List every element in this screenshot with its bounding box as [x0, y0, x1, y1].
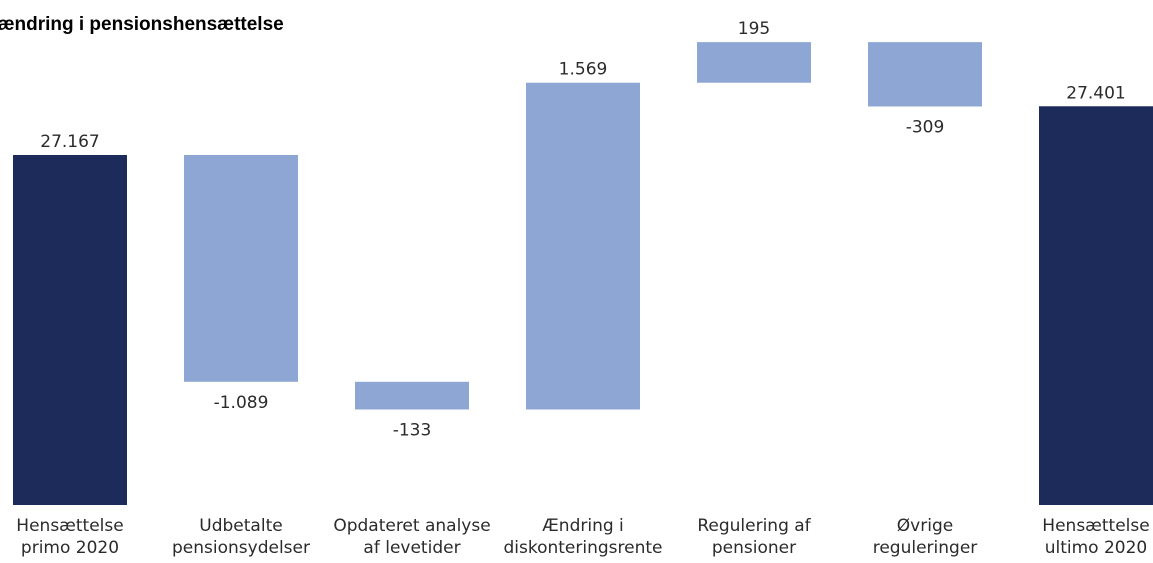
value-label-3: -133	[393, 420, 432, 440]
bar-7	[1039, 106, 1153, 505]
category-label-7-line-1: Hensættelse	[1042, 516, 1149, 536]
value-label-5: 195	[738, 19, 770, 39]
bar-1	[13, 155, 127, 505]
category-label-2-line-2: pensionsydelser	[172, 538, 310, 558]
chart-title: f ændring i pensionshensættelse	[0, 14, 284, 35]
category-label-4-line-2: diskonteringsrente	[503, 538, 662, 558]
category-label-5-line-2: pensioner	[712, 538, 796, 558]
value-label-6: -309	[906, 117, 945, 137]
category-label-1-line-2: primo 2020	[21, 538, 119, 558]
category-label-4-line-1: Ændring i	[542, 516, 624, 536]
bars-layer	[13, 42, 1153, 505]
bar-2	[184, 155, 298, 382]
bar-5	[697, 42, 811, 83]
category-label-2-line-1: Udbetalte	[199, 516, 282, 536]
bar-6	[868, 42, 982, 107]
category-label-6-line-1: Øvrige	[897, 516, 953, 536]
value-label-4: 1.569	[559, 60, 608, 80]
value-label-1: 27.167	[40, 132, 99, 152]
bar-3	[355, 381, 469, 410]
category-label-5-line-1: Regulering af	[697, 516, 811, 536]
bar-4	[526, 82, 640, 410]
value-labels-layer: 27.167 -1.089 -133 1.569 195 -309 27.401	[40, 19, 1125, 440]
value-label-2: -1.089	[214, 393, 269, 413]
category-label-3-line-2: af levetider	[363, 538, 460, 558]
category-label-3-line-1: Opdateret analyse	[333, 516, 490, 536]
value-label-7: 27.401	[1066, 83, 1125, 103]
category-label-6-line-2: reguleringer	[873, 538, 978, 558]
category-label-1-line-1: Hensættelse	[16, 516, 123, 536]
category-label-7-line-2: ultimo 2020	[1045, 538, 1148, 558]
